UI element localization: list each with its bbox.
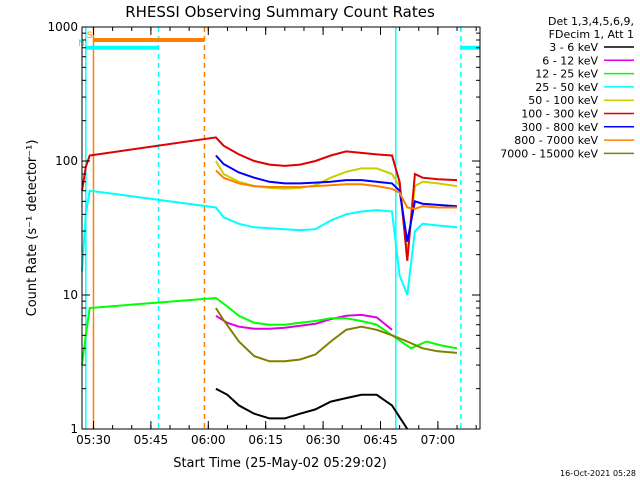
legend-label-3: 25 - 50 keV — [535, 81, 598, 94]
x-tick-label-3: 06:15 — [248, 433, 283, 447]
chart-title: RHESSI Observing Summary Count Rates — [125, 3, 435, 21]
y-tick-label-3: 1000 — [47, 20, 78, 34]
x-tick-label-6: 07:00 — [421, 433, 456, 447]
x-axis-ticks: 05:30 05:45 06:00 06:15 06:30 06:45 07:00 — [76, 27, 477, 447]
plot-frame — [81, 26, 481, 430]
x-tick-label-5: 06:45 — [363, 433, 398, 447]
x-tick-label-2: 06:00 — [191, 433, 226, 447]
legend-label-4: 50 - 100 keV — [528, 94, 598, 107]
series-line-1 — [215, 313, 393, 331]
flag-label-1: N — [78, 39, 85, 49]
series-layer — [81, 136, 458, 430]
legend-header-1: FDecim 1, Att 1 — [549, 28, 634, 41]
legend-header-0: Det 1,3,4,5,6,9, — [548, 15, 634, 28]
legend-label-8: 7000 - 15000 keV — [500, 147, 598, 160]
legend: Det 1,3,4,5,6,9,FDecim 1, Att 13 - 6 keV… — [500, 15, 634, 160]
x-tick-label-0: 05:30 — [76, 433, 111, 447]
vlines-layer — [85, 27, 462, 429]
series-line-3 — [81, 189, 458, 296]
legend-label-1: 6 - 12 keV — [542, 54, 598, 67]
x-axis-label: Start Time (25-May-02 05:29:02) — [173, 456, 387, 471]
x-tick-label-4: 06:30 — [306, 433, 341, 447]
timestamp: 16-Oct-2021 05:28 — [560, 469, 636, 478]
series-line-0 — [215, 387, 409, 430]
y-tick-label-2: 100 — [55, 154, 78, 168]
legend-label-5: 100 - 300 keV — [521, 108, 598, 121]
y-axis-ticks: 1 10 100 1000 — [47, 20, 480, 436]
series-line-2 — [81, 296, 458, 366]
series-line-6 — [215, 154, 458, 242]
y-axis-label: Count Rate (s⁻¹ detector⁻¹) — [25, 140, 40, 317]
series-line-7 — [215, 169, 457, 210]
legend-label-2: 12 - 25 keV — [535, 68, 598, 81]
y-tick-label-0: 1 — [70, 422, 78, 436]
legend-label-0: 3 - 6 keV — [549, 41, 598, 54]
series-line-8 — [215, 307, 458, 363]
legend-label-6: 300 - 800 keV — [521, 121, 598, 134]
legend-label-7: 800 - 7000 keV — [514, 134, 598, 147]
x-tick-label-1: 05:45 — [134, 433, 169, 447]
y-tick-label-1: 10 — [63, 288, 78, 302]
flag-label-0: S — [87, 31, 93, 41]
